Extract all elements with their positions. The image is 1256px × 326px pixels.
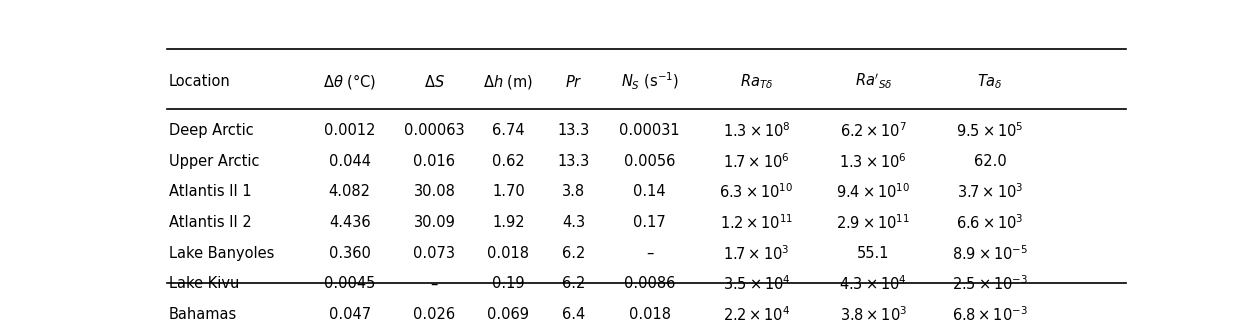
Text: 0.016: 0.016 xyxy=(413,154,456,169)
Text: –: – xyxy=(431,276,438,291)
Text: 4.436: 4.436 xyxy=(329,215,371,230)
Text: 4.082: 4.082 xyxy=(329,185,371,200)
Text: $1.7 \times 10^{6}$: $1.7 \times 10^{6}$ xyxy=(723,152,790,171)
Text: 4.3: 4.3 xyxy=(561,215,585,230)
Text: 1.92: 1.92 xyxy=(492,215,525,230)
Text: $Ra'_{S\delta}$: $Ra'_{S\delta}$ xyxy=(854,72,892,92)
Text: $\mathit{Pr}$: $\mathit{Pr}$ xyxy=(565,74,583,90)
Text: $3.8 \times 10^{3}$: $3.8 \times 10^{3}$ xyxy=(840,305,907,324)
Text: $6.2 \times 10^{7}$: $6.2 \times 10^{7}$ xyxy=(840,121,907,140)
Text: 1.70: 1.70 xyxy=(492,185,525,200)
Text: $9.5 \times 10^{5}$: $9.5 \times 10^{5}$ xyxy=(956,121,1024,140)
Text: Upper Arctic: Upper Arctic xyxy=(168,154,259,169)
Text: 6.2: 6.2 xyxy=(561,276,585,291)
Text: $6.6 \times 10^{3}$: $6.6 \times 10^{3}$ xyxy=(956,213,1024,232)
Text: Lake Banyoles: Lake Banyoles xyxy=(168,246,274,261)
Text: 0.19: 0.19 xyxy=(492,276,525,291)
Text: 3.8: 3.8 xyxy=(561,185,585,200)
Text: 0.073: 0.073 xyxy=(413,246,456,261)
Text: $Ra_{T\delta}$: $Ra_{T\delta}$ xyxy=(740,72,774,91)
Text: 6.2: 6.2 xyxy=(561,246,585,261)
Text: Lake Kivu: Lake Kivu xyxy=(168,276,239,291)
Text: 0.018: 0.018 xyxy=(487,246,529,261)
Text: Atlantis II 2: Atlantis II 2 xyxy=(168,215,251,230)
Text: 6.74: 6.74 xyxy=(492,123,525,138)
Text: 0.018: 0.018 xyxy=(628,307,671,322)
Text: $Ta_{\delta}$: $Ta_{\delta}$ xyxy=(977,72,1004,91)
Text: $6.8 \times 10^{-3}$: $6.8 \times 10^{-3}$ xyxy=(952,305,1029,324)
Text: 62.0: 62.0 xyxy=(973,154,1006,169)
Text: 0.00031: 0.00031 xyxy=(619,123,679,138)
Text: 0.360: 0.360 xyxy=(329,246,371,261)
Text: $3.7 \times 10^{3}$: $3.7 \times 10^{3}$ xyxy=(957,183,1024,201)
Text: 0.0056: 0.0056 xyxy=(624,154,676,169)
Text: $1.2 \times 10^{11}$: $1.2 \times 10^{11}$ xyxy=(720,213,794,232)
Text: 0.069: 0.069 xyxy=(487,307,529,322)
Text: $N_S\ \mathrm{(s^{-1})}$: $N_S\ \mathrm{(s^{-1})}$ xyxy=(620,71,678,92)
Text: $\Delta h$ (m): $\Delta h$ (m) xyxy=(484,73,534,91)
Text: 0.62: 0.62 xyxy=(492,154,525,169)
Text: Location: Location xyxy=(168,74,230,89)
Text: 6.4: 6.4 xyxy=(561,307,585,322)
Text: $6.3 \times 10^{10}$: $6.3 \times 10^{10}$ xyxy=(720,183,794,201)
Text: 0.047: 0.047 xyxy=(329,307,371,322)
Text: $1.3 \times 10^{6}$: $1.3 \times 10^{6}$ xyxy=(839,152,907,171)
Text: $2.9 \times 10^{11}$: $2.9 \times 10^{11}$ xyxy=(836,213,911,232)
Text: –: – xyxy=(646,246,653,261)
Text: Atlantis II 1: Atlantis II 1 xyxy=(168,185,251,200)
Text: $2.2 \times 10^{4}$: $2.2 \times 10^{4}$ xyxy=(723,305,790,324)
Text: 0.044: 0.044 xyxy=(329,154,371,169)
Text: 0.00063: 0.00063 xyxy=(404,123,465,138)
Text: $4.3 \times 10^{4}$: $4.3 \times 10^{4}$ xyxy=(839,274,907,293)
Text: 0.17: 0.17 xyxy=(633,215,666,230)
Text: $1.7 \times 10^{3}$: $1.7 \times 10^{3}$ xyxy=(723,244,790,262)
Text: 30.08: 30.08 xyxy=(413,185,456,200)
Text: Deep Arctic: Deep Arctic xyxy=(168,123,254,138)
Text: $1.3 \times 10^{8}$: $1.3 \times 10^{8}$ xyxy=(722,121,790,140)
Text: $8.9 \times 10^{-5}$: $8.9 \times 10^{-5}$ xyxy=(952,244,1029,262)
Text: 30.09: 30.09 xyxy=(413,215,456,230)
Text: 0.0045: 0.0045 xyxy=(324,276,376,291)
Text: 0.0086: 0.0086 xyxy=(624,276,676,291)
Text: Bahamas: Bahamas xyxy=(168,307,237,322)
Text: 55.1: 55.1 xyxy=(857,246,889,261)
Text: 0.0012: 0.0012 xyxy=(324,123,376,138)
Text: 0.026: 0.026 xyxy=(413,307,456,322)
Text: $3.5 \times 10^{4}$: $3.5 \times 10^{4}$ xyxy=(722,274,790,293)
Text: 13.3: 13.3 xyxy=(558,123,590,138)
Text: $\Delta S$: $\Delta S$ xyxy=(425,74,445,90)
Text: $9.4 \times 10^{10}$: $9.4 \times 10^{10}$ xyxy=(836,183,911,201)
Text: 13.3: 13.3 xyxy=(558,154,590,169)
Text: 0.14: 0.14 xyxy=(633,185,666,200)
Text: $\Delta\theta$ (°C): $\Delta\theta$ (°C) xyxy=(323,72,377,91)
Text: $2.5 \times 10^{-3}$: $2.5 \times 10^{-3}$ xyxy=(952,274,1029,293)
